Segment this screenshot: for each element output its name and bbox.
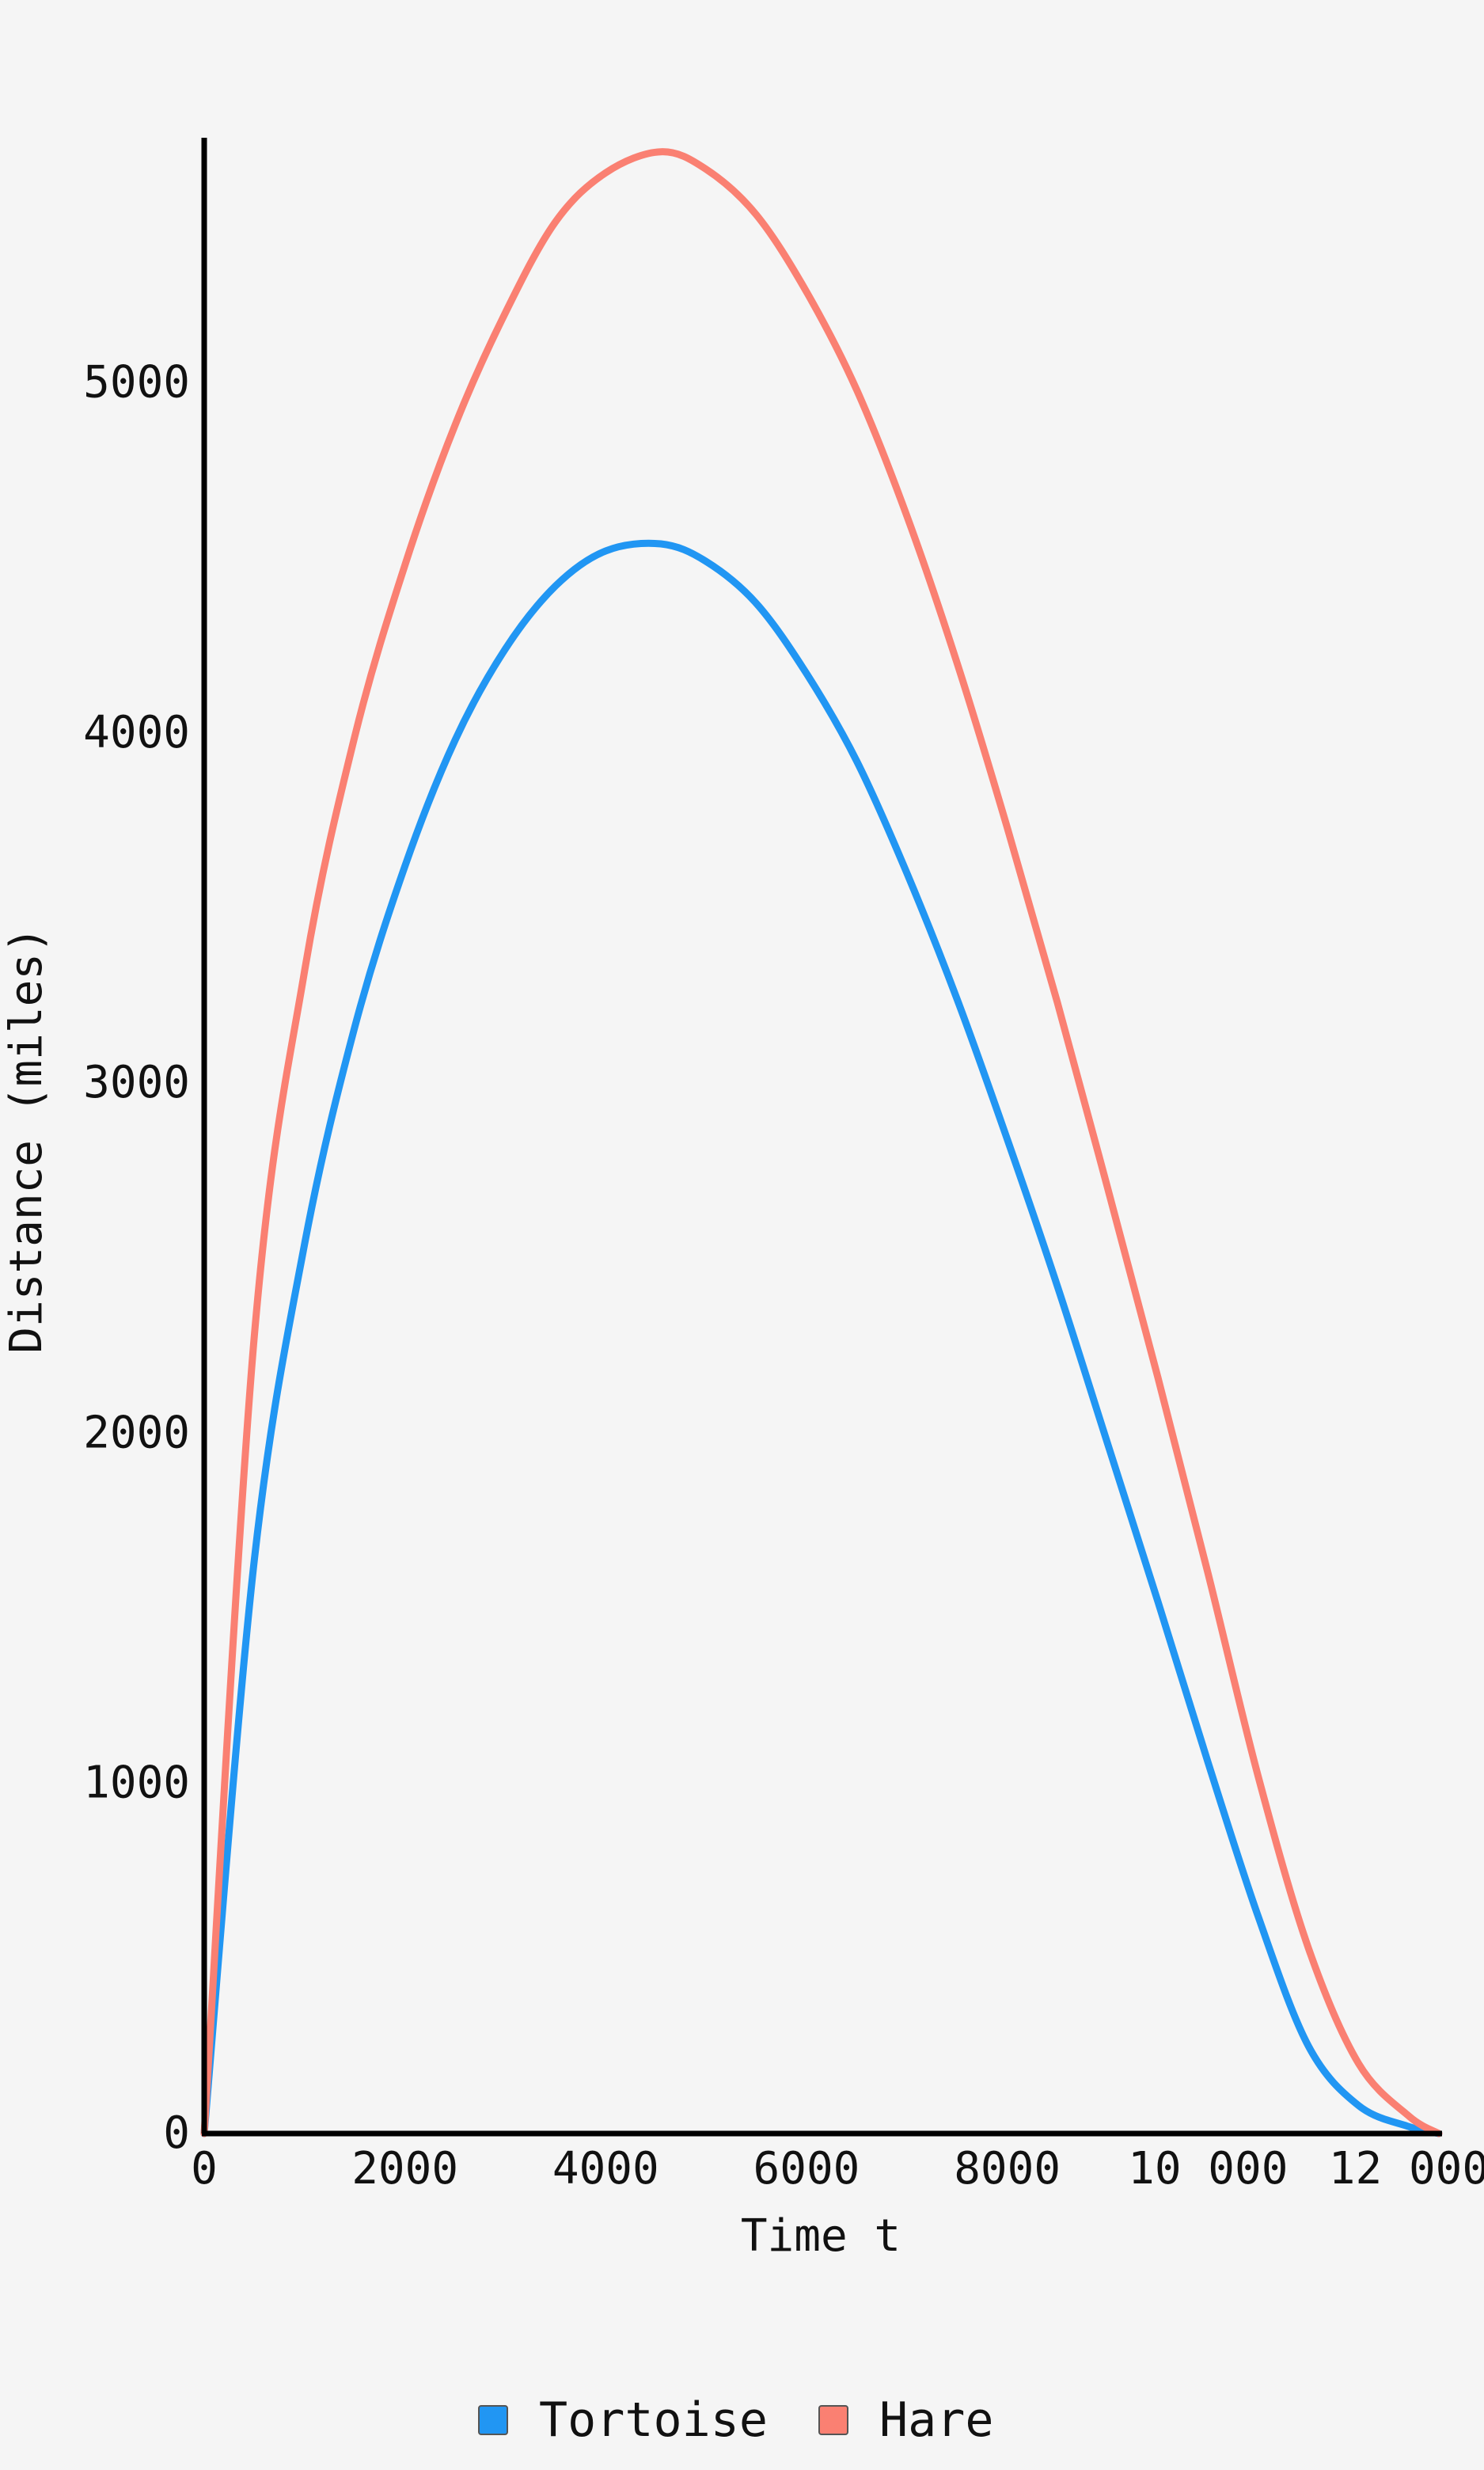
y-tick-label: 5000 (83, 357, 190, 408)
y-tick-label: 0 (163, 2107, 190, 2159)
legend: Tortoise Hare (478, 2392, 994, 2448)
series-line-hare (200, 148, 1443, 2138)
legend-swatch-hare (818, 2405, 848, 2435)
legend-label-hare: Hare (879, 2392, 994, 2448)
y-tick-label: 1000 (83, 1758, 190, 1809)
x-axis-title: Time t (741, 2210, 901, 2262)
y-tick-label: 3000 (83, 1057, 190, 1108)
x-tick-label: 6000 (753, 2143, 860, 2194)
x-tick-label: 0 (191, 2143, 218, 2194)
y-tick-labels: 0 1000 2000 3000 4000 5000 (83, 357, 190, 2159)
series-line-tortoise (200, 539, 1443, 2138)
series-layer (200, 148, 1443, 2138)
legend-swatch-tortoise (478, 2405, 508, 2435)
legend-label-tortoise: Tortoise (539, 2392, 768, 2448)
x-tick-label: 10 000 (1128, 2143, 1288, 2194)
x-tick-label: 2000 (351, 2143, 458, 2194)
x-tick-labels: 0 2000 4000 6000 8000 10 000 12 000 (191, 2143, 1484, 2194)
x-tick-label: 4000 (552, 2143, 659, 2194)
y-axis-title: Distance (miles) (1, 926, 52, 1353)
x-tick-label: 8000 (954, 2143, 1061, 2194)
y-tick-label: 2000 (83, 1407, 190, 1458)
x-tick-label: 12 000 (1329, 2143, 1484, 2194)
y-tick-label: 4000 (83, 707, 190, 758)
